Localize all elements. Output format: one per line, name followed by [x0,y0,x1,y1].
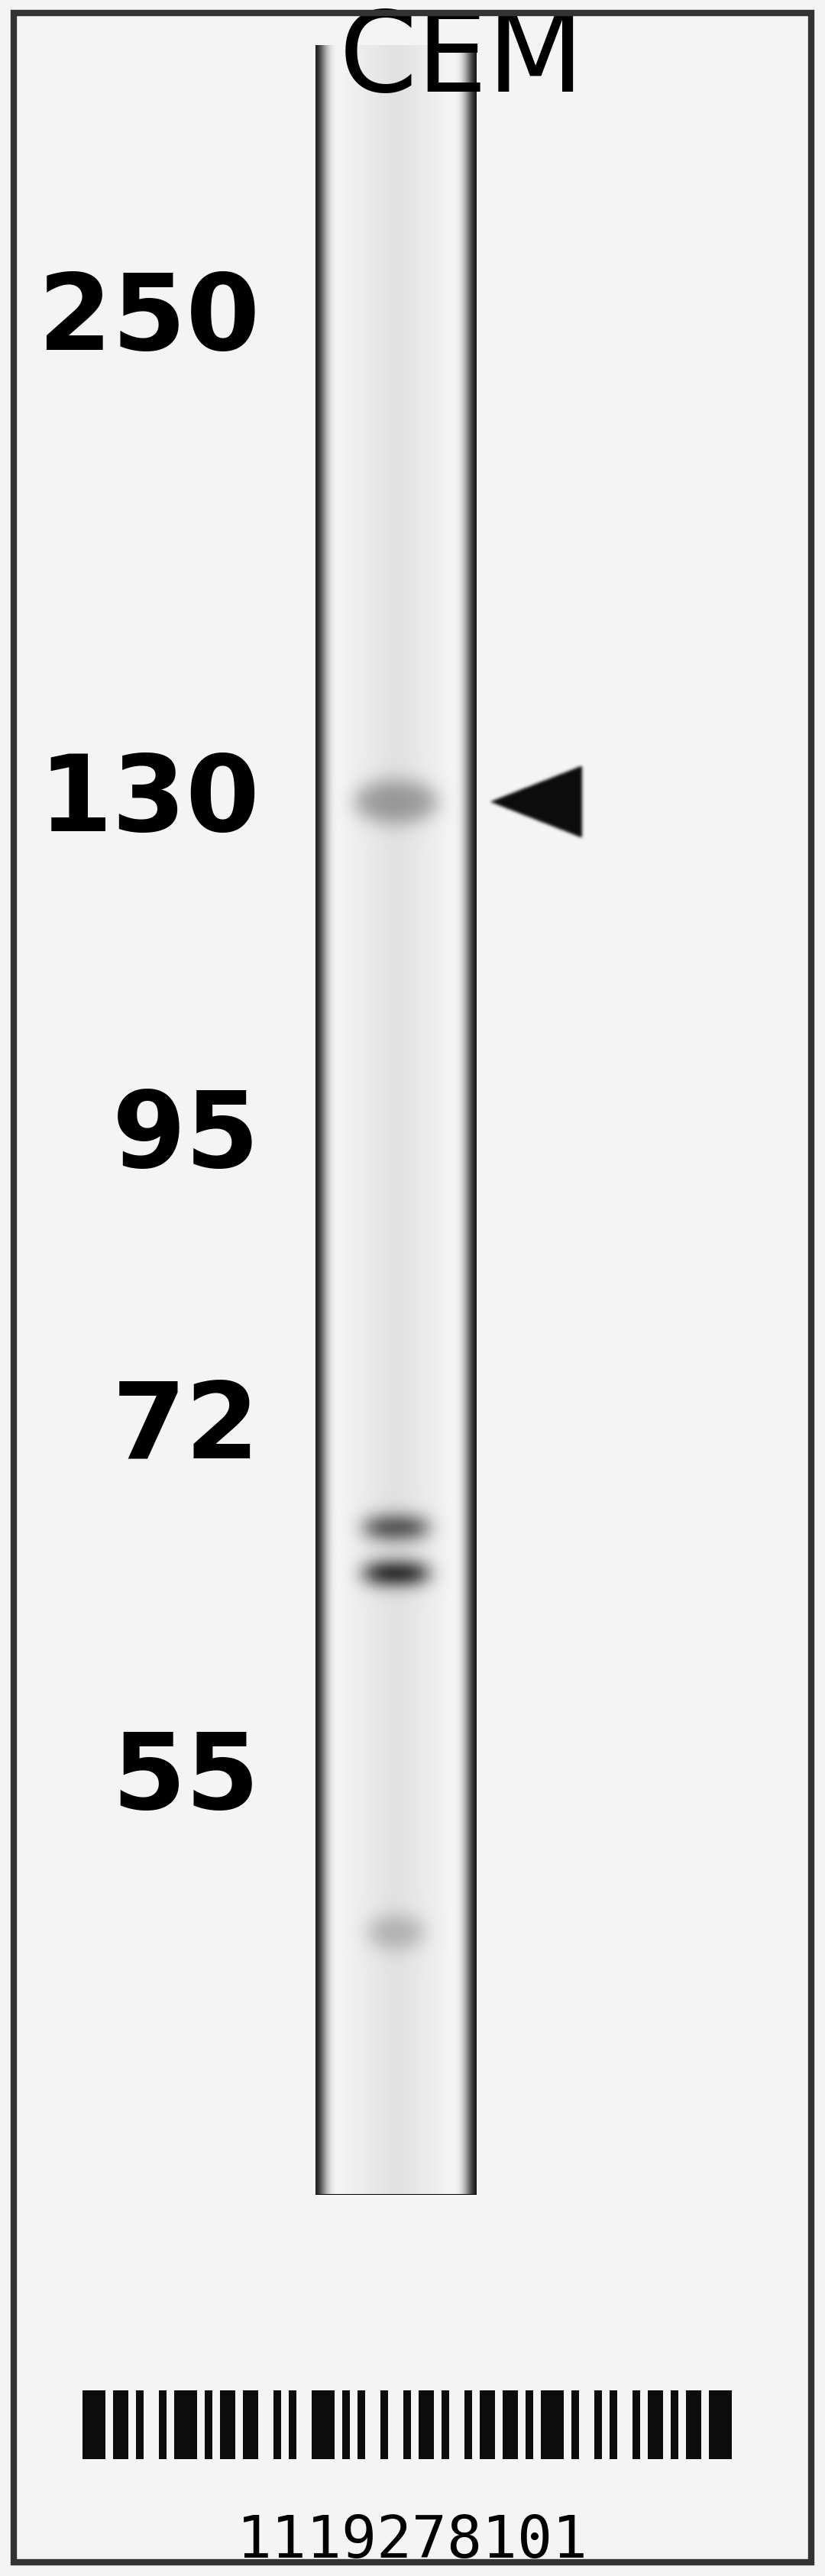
Text: 72: 72 [112,1376,260,1479]
Text: 95: 95 [112,1087,260,1190]
Text: 55: 55 [112,1728,260,1832]
Text: CEM: CEM [339,8,585,116]
Text: 250: 250 [38,270,260,374]
Text: 130: 130 [39,750,260,853]
Text: 1119278101: 1119278101 [237,2512,588,2568]
